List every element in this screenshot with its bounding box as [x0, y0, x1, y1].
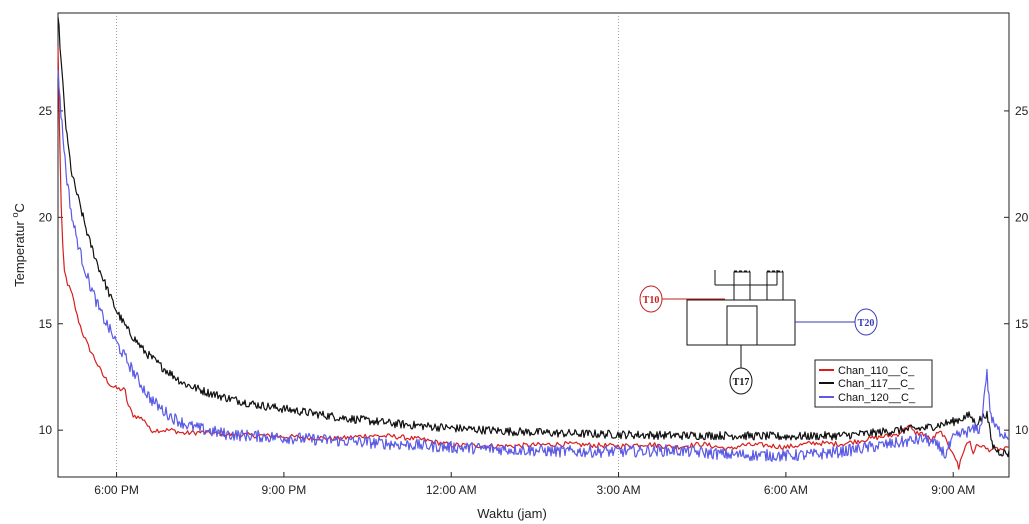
sensor-t10-label: T10 — [643, 295, 660, 306]
y-tick-label: 15 — [39, 317, 53, 331]
y-axis-unit: C — [12, 203, 27, 212]
series-layer — [57, 17, 1010, 470]
y-tick-label: 20 — [39, 210, 53, 224]
series-line-Chan_120__C_ — [57, 69, 1010, 462]
vertical-gridlines — [116, 13, 619, 477]
svg-text:Temperatur oC: Temperatur oC — [10, 203, 27, 287]
tank-neck-right — [766, 271, 784, 301]
y-tick-label-right: 20 — [1015, 210, 1029, 224]
series-line-Chan_117__C_ — [57, 17, 1010, 458]
legend-label-chan-117: Chan_117__C_ — [838, 378, 915, 390]
y-tick-label-right: 25 — [1015, 104, 1029, 118]
x-tick-label: 3:00 AM — [597, 483, 641, 497]
x-tick-label: 6:00 PM — [94, 483, 139, 497]
y-tick-label: 10 — [39, 423, 53, 437]
sensor-schematic — [639, 270, 878, 395]
sensor-t20-label: T20 — [858, 318, 875, 329]
y-tick-label-right: 15 — [1015, 317, 1029, 331]
x-axis-title: Waktu (jam) — [477, 506, 547, 521]
x-tick-label: 12:00 AM — [426, 483, 477, 497]
y-axis-title: Temperatur oC — [10, 203, 27, 287]
y-axis-ticks-right: 10 15 20 25 — [1004, 104, 1029, 437]
x-tick-label: 9:00 PM — [262, 483, 307, 497]
y-axis-ticks-left: 10 15 20 25 — [39, 104, 63, 437]
y-axis-degree: o — [10, 213, 20, 218]
tank-inner-chamber — [726, 305, 758, 346]
sensor-t10-bubble — [639, 285, 663, 313]
sensor-t20-bubble — [854, 308, 878, 336]
y-tick-label-right: 10 — [1015, 423, 1029, 437]
y-tick-label: 25 — [39, 104, 53, 118]
x-tick-label: 6:00 AM — [764, 483, 808, 497]
sensor-t17-label: T17 — [733, 377, 750, 388]
legend: Chan_110__C_ Chan_117__C_ Chan_120__C_ — [814, 359, 933, 408]
sensor-t17-bubble — [729, 367, 753, 395]
y-axis-title-text: Temperatur — [12, 218, 27, 287]
legend-label-chan-120: Chan_120__C_ — [838, 392, 916, 404]
legend-box — [814, 359, 933, 408]
x-axis-ticks: 6:00 PM 9:00 PM 12:00 AM 3:00 AM 6:00 AM 9:00… — [94, 472, 975, 497]
legend-label-chan-110: Chan_110__C_ — [838, 365, 915, 377]
tank-neck-left — [733, 271, 751, 301]
x-tick-label: 9:00 AM — [931, 483, 975, 497]
